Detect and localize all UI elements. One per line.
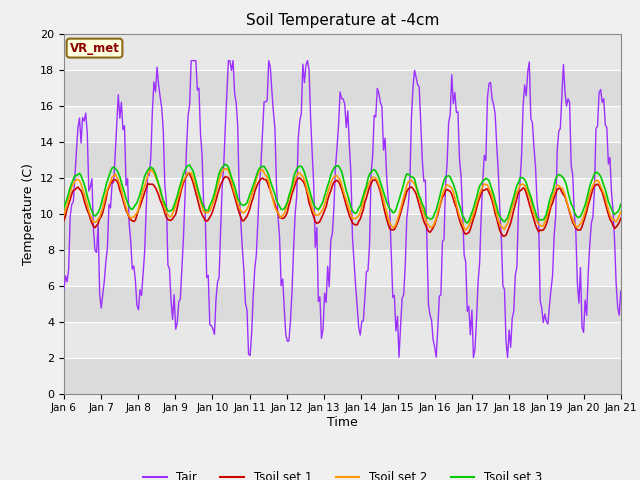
Tsoil set 1 [228, 183, 236, 189]
Bar [64, 286, 621, 322]
Tair [188, 58, 195, 63]
Tsoil set 3 [246, 191, 254, 196]
Text: VR_met: VR_met [70, 42, 120, 55]
Tair [305, 67, 313, 72]
Tair [255, 182, 263, 188]
Legend: Tair, Tsoil set 1, Tsoil set 2, Tsoil set 3: Tair, Tsoil set 1, Tsoil set 2, Tsoil se… [138, 466, 547, 480]
Tair [617, 288, 625, 294]
Tsoil set 3 [129, 206, 136, 212]
X-axis label: Time: Time [327, 416, 358, 429]
Bar [64, 214, 621, 250]
Tsoil set 2 [305, 193, 313, 199]
Tsoil set 3 [60, 205, 68, 211]
Tsoil set 2 [228, 178, 236, 183]
Bar [64, 358, 621, 394]
Line: Tsoil set 1: Tsoil set 1 [64, 173, 621, 236]
Tsoil set 1 [499, 233, 507, 239]
Tsoil set 1 [184, 170, 192, 176]
Tsoil set 2 [221, 166, 229, 172]
Tsoil set 2 [255, 168, 263, 174]
Tsoil set 1 [246, 205, 254, 211]
Tsoil set 3 [228, 175, 236, 180]
Tair [228, 68, 236, 73]
Bar [64, 70, 621, 106]
Tsoil set 2 [246, 197, 254, 203]
Tsoil set 3 [463, 220, 471, 226]
Tsoil set 2 [589, 183, 596, 189]
Tsoil set 2 [129, 215, 136, 220]
Title: Soil Temperature at -4cm: Soil Temperature at -4cm [246, 13, 439, 28]
Tsoil set 1 [589, 186, 596, 192]
Tsoil set 1 [60, 217, 68, 223]
Tair [470, 355, 477, 360]
Tsoil set 3 [617, 202, 625, 207]
Tair [589, 214, 596, 219]
Tsoil set 3 [221, 161, 229, 167]
Tsoil set 2 [60, 212, 68, 217]
Tsoil set 2 [617, 209, 625, 215]
Bar [64, 142, 621, 178]
Tsoil set 1 [617, 216, 625, 221]
Tair [129, 266, 136, 272]
Tsoil set 3 [589, 175, 596, 180]
Tair [246, 353, 254, 359]
Line: Tsoil set 3: Tsoil set 3 [64, 164, 621, 223]
Tsoil set 2 [462, 227, 470, 233]
Tsoil set 1 [305, 200, 313, 206]
Tsoil set 1 [255, 178, 263, 184]
Y-axis label: Temperature (C): Temperature (C) [22, 163, 35, 264]
Tsoil set 3 [255, 166, 263, 171]
Line: Tair: Tair [64, 60, 621, 358]
Tsoil set 3 [305, 186, 313, 192]
Line: Tsoil set 2: Tsoil set 2 [64, 169, 621, 230]
Tsoil set 1 [129, 218, 136, 224]
Tair [60, 286, 68, 291]
